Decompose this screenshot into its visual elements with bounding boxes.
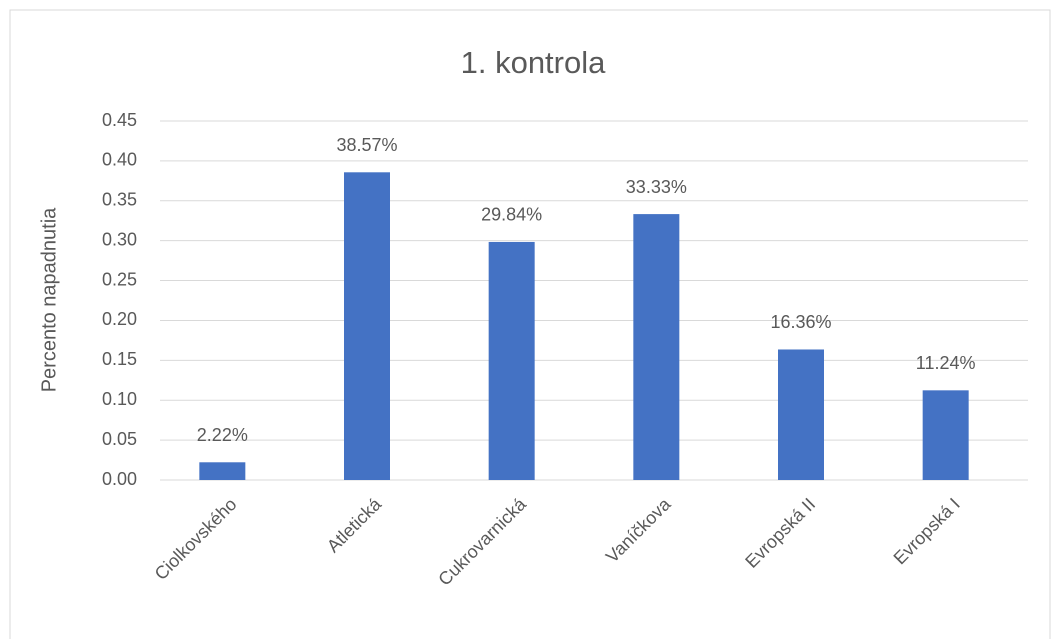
bar: [922, 390, 969, 480]
data-label: 11.24%: [916, 353, 976, 373]
y-tick-label: 0.40: [102, 150, 137, 170]
bar: [778, 349, 824, 480]
y-tick-label: 0.00: [102, 469, 137, 489]
y-tick-label: 0.35: [102, 190, 137, 210]
data-label: 16.36%: [770, 312, 831, 332]
data-label: 38.57%: [336, 135, 397, 155]
bar: [199, 462, 246, 480]
y-tick-label: 0.25: [102, 269, 137, 289]
data-label: 2.22%: [197, 425, 248, 445]
y-tick-label: 0.15: [102, 349, 137, 369]
data-label: 29.84%: [481, 205, 542, 225]
y-tick-label: 0.20: [102, 309, 137, 329]
bar: [344, 172, 390, 480]
y-tick-label: 0.05: [102, 429, 137, 449]
bar: [488, 241, 535, 480]
y-tick-label: 0.45: [102, 110, 137, 130]
data-label: 33.33%: [626, 177, 687, 197]
bar: [633, 214, 680, 481]
y-tick-label: 0.30: [102, 229, 137, 249]
chart-title: 1. kontrola: [461, 45, 607, 80]
y-tick-label: 0.10: [102, 389, 137, 409]
y-axis-label: Percento napadnutia: [38, 207, 60, 392]
